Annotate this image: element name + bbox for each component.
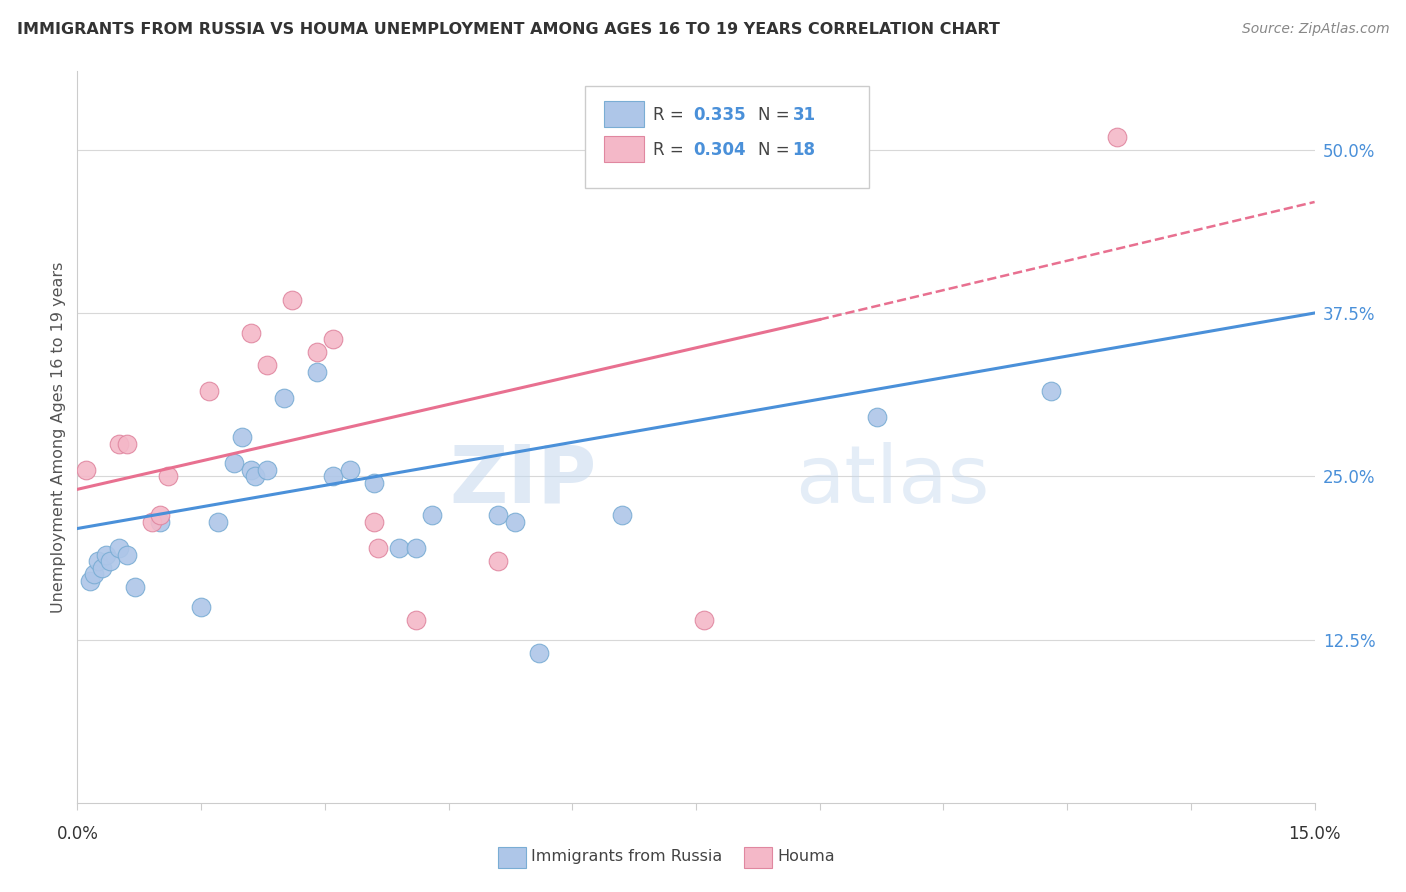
Text: Immigrants from Russia: Immigrants from Russia [531,849,723,863]
Text: N =: N = [758,141,794,159]
Point [87,554,110,568]
Point [124,580,146,594]
Point [231,430,253,444]
Text: IMMIGRANTS FROM RUSSIA VS HOUMA UNEMPLOYMENT AMONG AGES 16 TO 19 YEARS CORRELATI: IMMIGRANTS FROM RUSSIA VS HOUMA UNEMPLOY… [17,22,1000,37]
Point [190,599,212,614]
Point [273,391,295,405]
Point [305,365,328,379]
Point [207,515,229,529]
Text: 0.0%: 0.0% [56,825,98,843]
Point [256,463,278,477]
Point [486,508,509,523]
Y-axis label: Unemployment Among Ages 16 to 19 years: Unemployment Among Ages 16 to 19 years [51,261,66,613]
Point [107,436,129,450]
Text: R =: R = [652,105,689,123]
Point [149,508,172,523]
Point [322,332,344,346]
Text: ZIP: ZIP [450,442,598,520]
Point [363,475,385,490]
Point [75,463,97,477]
Point [1039,384,1062,399]
Point [79,574,101,588]
Text: 15.0%: 15.0% [1288,825,1341,843]
Point [243,469,266,483]
Text: atlas: atlas [794,442,990,520]
Point [149,515,172,529]
Point [529,646,551,660]
Point [503,515,526,529]
Point [98,554,121,568]
Text: 0.304: 0.304 [693,141,747,159]
Point [339,463,361,477]
Point [256,358,278,372]
Point [405,541,427,555]
Point [420,508,443,523]
Point [322,469,344,483]
Point [239,326,262,340]
Point [91,560,114,574]
Point [157,469,180,483]
Point [610,508,633,523]
Point [367,541,389,555]
Point [115,548,138,562]
Point [363,515,385,529]
Point [107,541,129,555]
Point [141,515,163,529]
Point [83,567,105,582]
Text: R =: R = [652,141,689,159]
FancyBboxPatch shape [605,102,644,127]
FancyBboxPatch shape [585,86,869,188]
Point [96,548,118,562]
Point [486,554,509,568]
Point [222,456,245,470]
Text: Source: ZipAtlas.com: Source: ZipAtlas.com [1241,22,1389,37]
FancyBboxPatch shape [605,136,644,162]
Point [115,436,138,450]
Text: 0.335: 0.335 [693,105,747,123]
Point [305,345,328,359]
Point [405,613,427,627]
Text: 18: 18 [793,141,815,159]
Text: N =: N = [758,105,794,123]
Text: Houma: Houma [778,849,835,863]
Point [693,613,716,627]
Point [281,293,304,307]
Point [198,384,221,399]
Point [1105,129,1128,144]
Point [239,463,262,477]
Text: 31: 31 [793,105,815,123]
Point [866,410,889,425]
Point [388,541,411,555]
